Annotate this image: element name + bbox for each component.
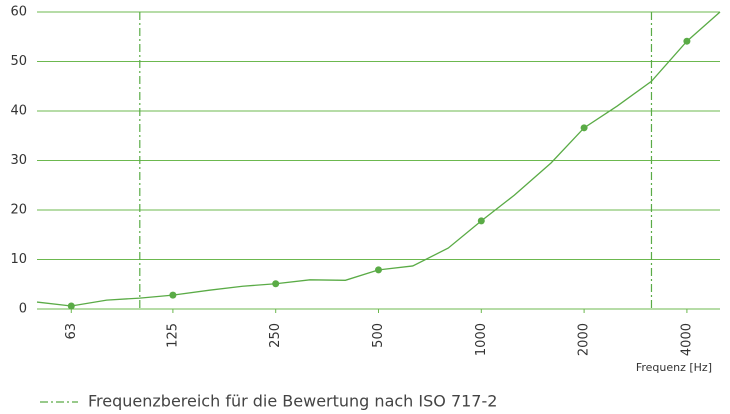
x-tick-label: 125	[165, 323, 180, 348]
marker	[375, 266, 382, 274]
marker	[580, 124, 588, 132]
y-tick-label: 10	[10, 252, 27, 267]
x-tick-label: 63	[64, 323, 79, 340]
y-tick-label: 0	[19, 302, 27, 317]
x-tick-label: 2000	[577, 323, 592, 356]
marker	[169, 291, 177, 299]
y-tick-label: 30	[10, 153, 27, 168]
x-tick-label: 250	[268, 323, 283, 348]
marker	[683, 37, 691, 45]
marker	[477, 217, 485, 225]
x-tick-label: 500	[371, 323, 386, 348]
y-tick-label: 50	[10, 54, 27, 69]
x-tick-label: 4000	[679, 323, 694, 356]
x-axis-label: Frequenz [Hz]	[636, 361, 712, 374]
marker	[272, 280, 280, 288]
y-tick-label: 40	[10, 104, 27, 119]
legend-label: Frequenzbereich für die Bewertung nach I…	[88, 392, 497, 411]
x-tick-label: 1000	[474, 323, 489, 356]
y-tick-label: 20	[10, 203, 27, 218]
y-tick-label: 60	[10, 5, 27, 20]
marker	[67, 302, 75, 310]
